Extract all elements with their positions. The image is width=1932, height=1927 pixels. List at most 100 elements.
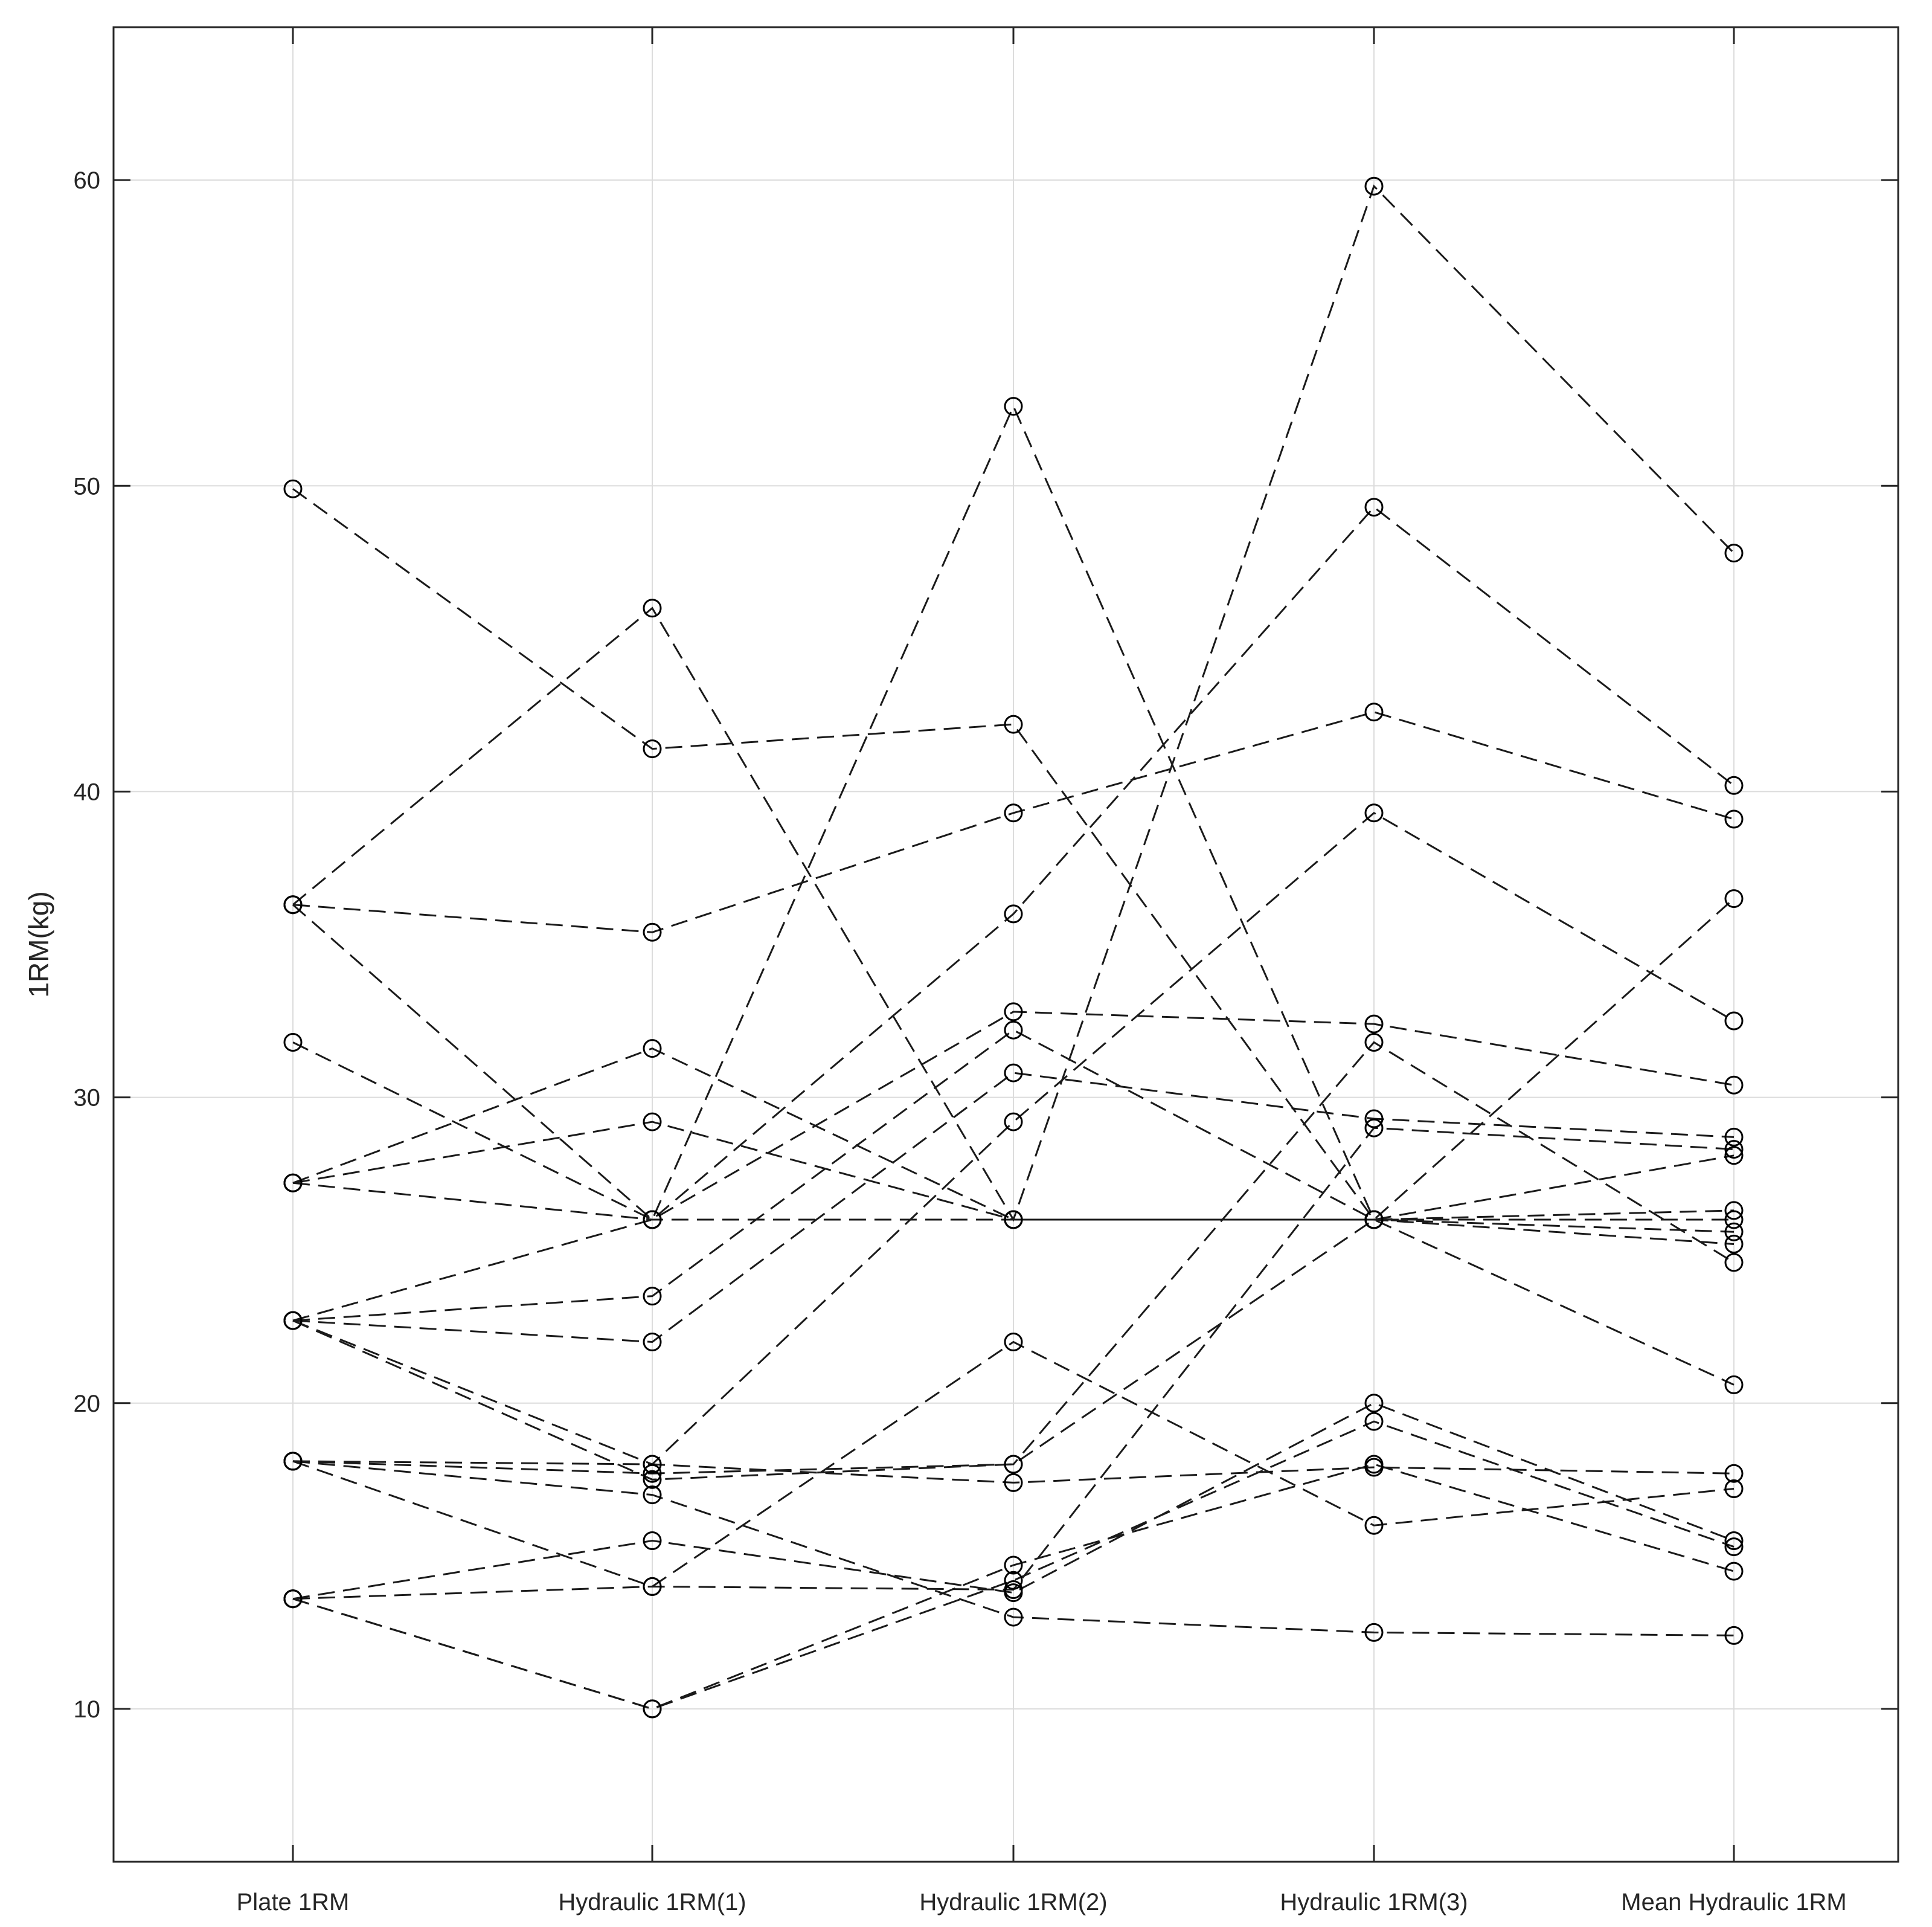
data-point (1364, 498, 1384, 517)
data-point (643, 1287, 662, 1306)
data-point (1724, 1201, 1744, 1220)
data-point (1004, 904, 1023, 924)
data-point (1004, 1607, 1023, 1627)
data-point (1004, 1580, 1023, 1599)
data-point (283, 895, 303, 915)
data-point (1004, 1002, 1023, 1021)
data-point (643, 1485, 662, 1505)
data-point (1004, 1210, 1023, 1229)
series-lines (292, 184, 1735, 1710)
data-point (1364, 1033, 1384, 1052)
y-tick-label: 60 (74, 167, 101, 194)
data-point (1364, 1412, 1384, 1431)
data-point (1724, 1375, 1744, 1394)
series-line-8 (292, 1182, 1734, 1221)
data-point (1724, 809, 1744, 829)
x-tick-label: Mean Hydraulic 1RM (1621, 1889, 1846, 1916)
data-point (1724, 1626, 1744, 1645)
data-point (1724, 1531, 1744, 1550)
data-point (643, 1112, 662, 1131)
data-point (1004, 715, 1023, 734)
data-point (1004, 1571, 1023, 1590)
grid-lines (114, 27, 1898, 1862)
data-point (1364, 1210, 1384, 1229)
data-point (1724, 1075, 1744, 1095)
data-point (1724, 544, 1744, 563)
y-tick-label: 20 (74, 1391, 101, 1417)
series-line-21 (292, 1463, 1735, 1710)
data-point (1364, 1109, 1384, 1128)
data-point (1364, 1623, 1384, 1642)
data-point (1364, 176, 1384, 196)
data-point (1724, 889, 1744, 909)
x-tick-label: Hydraulic 1RM(1) (558, 1889, 746, 1916)
data-point (283, 1452, 303, 1471)
series-line-11 (292, 1072, 1735, 1343)
axis-ticks (114, 27, 1898, 1862)
data-point (1724, 1140, 1744, 1159)
data-point (283, 479, 303, 498)
y-tick-label: 30 (74, 1085, 101, 1111)
data-point (1724, 1562, 1744, 1581)
series-line-18 (292, 1402, 1735, 1600)
series-line-20 (292, 1420, 1735, 1710)
data-point (643, 1333, 662, 1351)
series-line-1 (292, 488, 1735, 1221)
data-point (1724, 776, 1744, 795)
data-point (1724, 1146, 1744, 1165)
data-point (1724, 1479, 1744, 1498)
tick-labels: 10 20 30 40 50 60 Plate 1RM Hydraulic 1RM(1) Hyd… (74, 167, 1847, 1916)
data-point (1004, 1020, 1023, 1040)
data-point (1364, 1118, 1384, 1137)
data-point (1724, 1127, 1744, 1147)
data-point (643, 1470, 662, 1489)
series-line-6 (292, 1047, 1735, 1245)
data-point (643, 1699, 662, 1719)
x-tick-label: Plate 1RM (237, 1889, 350, 1916)
data-point (1724, 1253, 1744, 1272)
data-point (1724, 1537, 1744, 1557)
data-point (1004, 1112, 1023, 1131)
series-line-13 (292, 1218, 1735, 1481)
data-point (643, 1464, 662, 1483)
data-point (1004, 1473, 1023, 1492)
data-point (1724, 1222, 1744, 1241)
data-point (1004, 1555, 1023, 1575)
y-axis-title: 1RM(kg) (23, 891, 54, 997)
data-point (643, 1455, 662, 1474)
data-point (283, 1173, 303, 1192)
data-point (283, 1589, 303, 1609)
data-point (1364, 1394, 1384, 1413)
x-tick-label: Hydraulic 1RM(3) (1280, 1889, 1468, 1916)
data-markers (283, 176, 1744, 1719)
series-line-12 (292, 811, 1735, 1465)
data-point (1364, 1455, 1384, 1474)
series-line-17 (292, 1460, 1735, 1636)
data-point (643, 599, 662, 618)
plot-area (112, 26, 1899, 1863)
data-point (1004, 1333, 1023, 1351)
data-point (1724, 1210, 1744, 1229)
data-point (1364, 803, 1384, 823)
data-point (1724, 1464, 1744, 1483)
series-line-3 (292, 711, 1735, 933)
series-line-16 (292, 1340, 1735, 1588)
data-point (643, 922, 662, 942)
series-line-15 (292, 1041, 1735, 1475)
series-line-9 (292, 1011, 1735, 1322)
series-line-14 (292, 1460, 1735, 1484)
data-point (643, 739, 662, 759)
data-point (1364, 703, 1384, 722)
y-tick-label: 10 (74, 1696, 101, 1723)
data-point (1004, 1455, 1023, 1474)
data-point (643, 1210, 662, 1229)
data-point (643, 1039, 662, 1058)
x-tick-label: Hydraulic 1RM(2) (919, 1889, 1107, 1916)
y-tick-label: 40 (74, 779, 101, 805)
data-point (1364, 1516, 1384, 1535)
series-line-4 (292, 404, 1735, 1221)
data-point (643, 1531, 662, 1550)
y-tick-label: 50 (74, 473, 101, 500)
series-line-10 (292, 1029, 1735, 1322)
